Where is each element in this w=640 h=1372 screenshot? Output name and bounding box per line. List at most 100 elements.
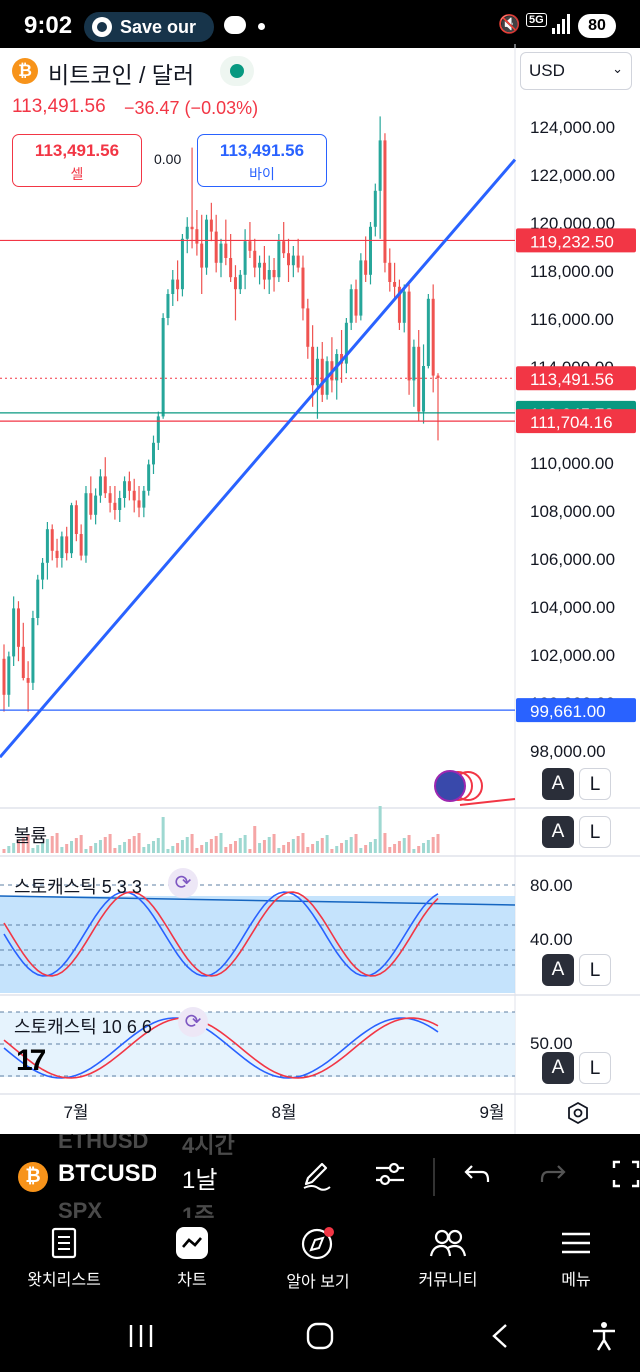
volume-bar: [412, 849, 416, 853]
stoch1-auto-scale-button[interactable]: A: [542, 954, 574, 986]
volume-bar: [31, 848, 35, 853]
candle-body: [161, 318, 165, 417]
nav-chart[interactable]: 차트: [132, 1226, 252, 1290]
indicator-settings-icon[interactable]: [370, 1154, 410, 1194]
settings-icon[interactable]: [566, 1101, 590, 1125]
status-bar: 9:02 Save our 🔇 5G 80: [0, 0, 640, 48]
volume-bar: [113, 848, 117, 853]
currency-select[interactable]: USD ⌄: [520, 52, 632, 90]
fullscreen-icon[interactable]: [606, 1154, 640, 1194]
notification-pill[interactable]: Save our: [84, 12, 214, 42]
volume-bar: [238, 838, 242, 853]
candle-body: [277, 241, 281, 278]
volume-bar: [205, 842, 209, 853]
candle-body: [195, 229, 199, 244]
volume-bar: [45, 839, 49, 853]
nav-community[interactable]: 커뮤니티: [388, 1226, 508, 1290]
back-icon[interactable]: [488, 1322, 512, 1350]
volume-auto-scale-button[interactable]: A: [542, 816, 574, 848]
market-open-icon[interactable]: [220, 56, 254, 86]
stoch2-log-scale-button[interactable]: L: [579, 1052, 611, 1084]
volume-bar: [436, 834, 440, 853]
accessibility-icon[interactable]: [590, 1320, 618, 1352]
volume-bar: [272, 834, 276, 853]
nav-menu[interactable]: 메뉴: [516, 1226, 636, 1290]
volume-bar: [219, 833, 223, 853]
volume-bar: [166, 849, 170, 853]
stoch2-k-line: [3, 1017, 439, 1079]
redo-icon[interactable]: [532, 1154, 572, 1194]
volume-bar: [426, 840, 430, 853]
candle-body: [354, 289, 358, 316]
volume-bar: [84, 849, 88, 853]
volume-bar: [103, 837, 107, 853]
volume-bar: [2, 849, 6, 853]
candle-body: [151, 442, 155, 465]
volume-bar: [214, 836, 218, 853]
candle-body: [311, 346, 315, 386]
candle-body: [16, 608, 20, 647]
volume-bar: [180, 840, 184, 853]
recent-apps-icon[interactable]: [128, 1322, 154, 1350]
nav-explore[interactable]: 알아 보기: [258, 1226, 378, 1292]
sell-button[interactable]: 113,491.56 셀: [12, 134, 142, 187]
volume-bar: [340, 843, 344, 853]
symbol-title[interactable]: 비트코인 / 달러: [48, 62, 195, 88]
candle-body: [315, 358, 319, 386]
bottom-nav: 왓치리스트 차트 알아 보기 커뮤니티 메뉴: [0, 1218, 640, 1302]
volume-bar: [26, 834, 30, 853]
stochastic-1-refresh-icon[interactable]: ⟳: [168, 868, 198, 898]
stochastic-2-refresh-icon[interactable]: ⟳: [178, 1007, 208, 1037]
volume-bar: [98, 840, 102, 853]
candle-body: [142, 490, 146, 508]
notification-text: Save our: [120, 17, 197, 37]
nav-watchlist[interactable]: 왓치리스트: [4, 1226, 124, 1290]
log-scale-button[interactable]: L: [579, 768, 611, 800]
price-chart[interactable]: 124,000.00 122,000.00 120,000.00 118,000.00…: [0, 44, 640, 1134]
candle-body: [166, 294, 170, 318]
candle-body: [224, 243, 228, 258]
auto-scale-button[interactable]: A: [542, 768, 574, 800]
mute-icon: 🔇: [498, 14, 521, 34]
candle-body: [296, 255, 300, 268]
home-icon[interactable]: [306, 1322, 334, 1350]
candle-body: [426, 298, 430, 366]
y-tick-label: 116,000.00: [530, 310, 614, 329]
stoch1-log-scale-button[interactable]: L: [579, 954, 611, 986]
stochastic-1-label[interactable]: 스토캐스틱 5 3 3: [14, 877, 142, 897]
bitcoin-icon: ₿: [12, 58, 38, 84]
bitcoin-icon: ₿: [18, 1162, 48, 1192]
ghost-symbol-above: ETHUSD: [58, 1134, 149, 1153]
explore-icon: [301, 1227, 334, 1260]
candle-body: [60, 536, 64, 558]
volume-bar: [354, 834, 358, 853]
volume-log-scale-button[interactable]: L: [579, 816, 611, 848]
buy-button[interactable]: 113,491.56 바이: [197, 134, 327, 187]
notification-icon: [92, 17, 112, 37]
nav-explore-label: 알아 보기: [286, 1274, 350, 1291]
volume-bar: [156, 838, 160, 853]
volume-bar: [41, 842, 45, 853]
candle-body: [219, 243, 223, 263]
volume-bar: [311, 844, 315, 853]
undo-icon[interactable]: [458, 1154, 498, 1194]
volume-bar: [417, 846, 421, 853]
volume-bar: [330, 849, 334, 853]
stoch2-tick-label: 50.00: [530, 1034, 573, 1053]
symbol-selector[interactable]: BTCUSD: [58, 1160, 156, 1187]
candle-body: [118, 498, 122, 510]
volume-bar: [243, 835, 247, 853]
stochastic-2-label[interactable]: 스토캐스틱 10 6 6: [14, 1017, 152, 1037]
candle-body: [26, 678, 30, 683]
nav-watchlist-label: 왓치리스트: [27, 1272, 101, 1289]
interval-selector[interactable]: 1날: [182, 1167, 218, 1194]
candle-body: [373, 190, 377, 227]
candle-body: [45, 529, 49, 563]
stoch2-auto-scale-button[interactable]: A: [542, 1052, 574, 1084]
draw-pen-icon[interactable]: [296, 1154, 336, 1194]
candle-body: [21, 646, 25, 678]
volume-label[interactable]: 볼륨: [14, 826, 48, 846]
candle-body: [190, 226, 194, 230]
candle-body: [436, 375, 440, 378]
toolbar-divider: [433, 1158, 435, 1196]
